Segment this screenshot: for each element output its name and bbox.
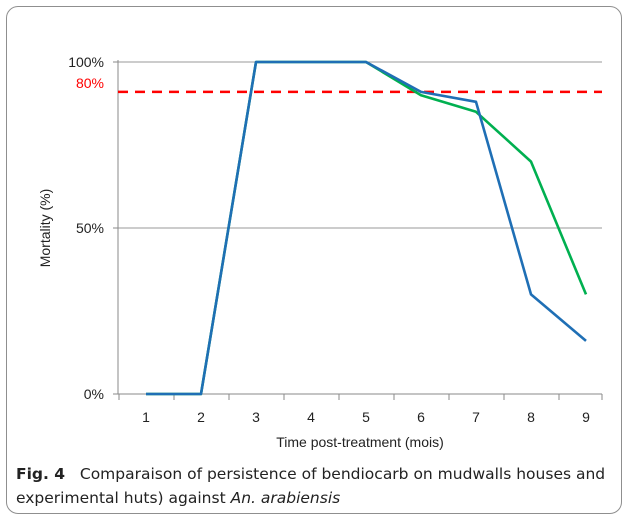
axes bbox=[113, 60, 603, 400]
caption-species: An. arabiensis bbox=[230, 489, 341, 507]
y-tick-label-0: 0% bbox=[84, 386, 104, 402]
y-tick-label-100: 100% bbox=[68, 54, 104, 70]
x-tick-label-6: 6 bbox=[417, 409, 425, 425]
y-axis-title: Mortality (%) bbox=[37, 189, 53, 268]
x-tick-label-8: 8 bbox=[527, 409, 535, 425]
x-tick-label-5: 5 bbox=[362, 409, 370, 425]
line-chart: 80% 0% 50% 100% 1 2 3 4 5 6 7 8 9 Time post-treatmen… bbox=[37, 54, 603, 450]
y-tick-label-50: 50% bbox=[76, 220, 104, 236]
grid-lines bbox=[118, 61, 602, 229]
reference-line-label: 80% bbox=[76, 75, 104, 91]
axis-labels: 0% 50% 100% 1 2 3 4 5 6 7 8 9 Time post-treatment (m… bbox=[37, 54, 590, 450]
x-axis-title: Time post-treatment (mois) bbox=[276, 434, 444, 450]
caption-text: Comparaison of persistence of bendiocarb… bbox=[16, 465, 606, 507]
series-group bbox=[146, 60, 588, 396]
x-tick-label-7: 7 bbox=[472, 409, 480, 425]
x-tick-label-2: 2 bbox=[197, 409, 205, 425]
series-line-2 bbox=[146, 60, 587, 396]
x-tick-label-3: 3 bbox=[252, 409, 260, 425]
figure-caption: Fig. 4 Comparaison of persistence of ben… bbox=[16, 462, 616, 510]
reference-line-group: 80% bbox=[76, 75, 602, 94]
x-tick-label-4: 4 bbox=[307, 409, 315, 425]
x-tick-label-9: 9 bbox=[582, 409, 590, 425]
figure-label: Fig. 4 bbox=[16, 465, 66, 483]
x-tick-label-1: 1 bbox=[142, 409, 150, 425]
